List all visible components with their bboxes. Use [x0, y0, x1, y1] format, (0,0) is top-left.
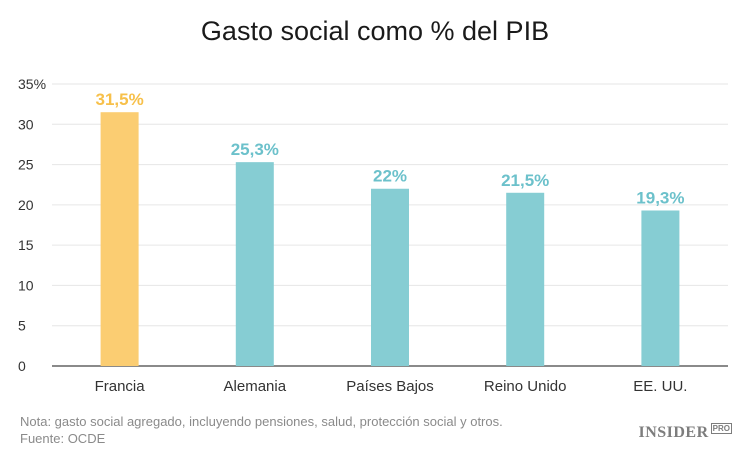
y-tick-label: 35% [18, 76, 46, 92]
data-label: 31,5% [95, 90, 143, 109]
x-tick-label: Francia [95, 378, 146, 395]
insider-pro-logo: INSIDER PRO [638, 423, 732, 442]
y-tick-label: 30 [18, 116, 34, 132]
bar [641, 210, 680, 366]
data-label: 25,3% [231, 140, 279, 159]
data-label: 21,5% [501, 171, 549, 190]
logo-text: INSIDER [638, 424, 709, 441]
bar-chart: 0 5 10 15 20 25 30 35% 31,5% Francia 25,3% Alemania… [18, 76, 728, 395]
y-tick-label: 10 [18, 277, 34, 293]
data-label: 22% [373, 167, 407, 186]
y-tick-label: 15 [18, 237, 34, 253]
x-tick-label: Países Bajos [346, 378, 434, 395]
x-tick-label: EE. UU. [633, 378, 687, 395]
x-tick-label: Alemania [224, 378, 287, 395]
x-tick-label: Reino Unido [484, 378, 567, 395]
bar [371, 188, 409, 366]
logo-sub: PRO [710, 423, 732, 434]
y-tick-label: 5 [18, 318, 26, 334]
bar [235, 162, 274, 366]
note-text: Nota: gasto social agregado, incluyendo … [20, 414, 503, 429]
y-tick-label: 20 [18, 197, 34, 213]
bar [506, 192, 545, 366]
y-tick-label: 25 [18, 157, 34, 173]
data-label: 19,3% [636, 188, 684, 207]
y-tick-label: 0 [18, 358, 26, 374]
source-text: Fuente: OCDE [20, 431, 106, 446]
chart-footnote: Nota: gasto social agregado, incluyendo … [20, 413, 503, 447]
bar [100, 112, 139, 366]
chart-title: Gasto social como % del PIB [200, 16, 550, 46]
